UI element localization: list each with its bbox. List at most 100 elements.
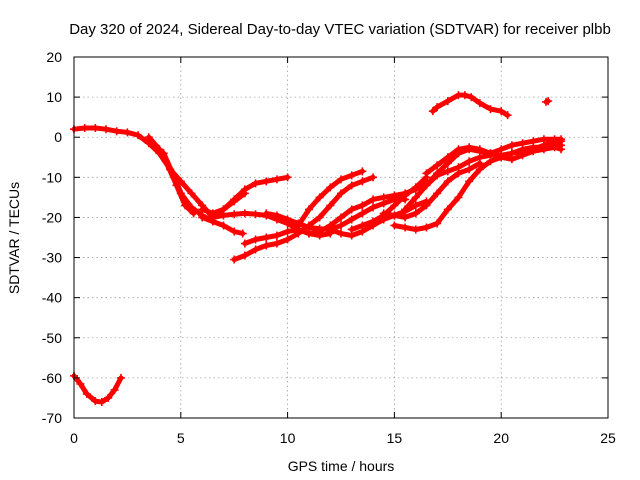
data-point [433, 219, 442, 228]
data-point [178, 193, 187, 202]
data-point [390, 201, 399, 210]
x-axis-label: GPS time / hours [288, 458, 395, 474]
data-point [358, 209, 367, 218]
data-point [454, 163, 463, 172]
data-point [422, 201, 431, 210]
data-point [104, 393, 113, 402]
data-point [80, 123, 89, 132]
data-point [283, 235, 292, 244]
y-tick-label: -40 [42, 290, 62, 306]
data-point [411, 201, 420, 210]
data-point [390, 211, 399, 220]
data-point [503, 111, 512, 120]
data-point [170, 173, 179, 182]
data-point [91, 397, 100, 406]
series-arc-low [70, 371, 125, 406]
y-tick-label: 10 [46, 89, 62, 105]
data-point [369, 173, 378, 182]
data-point [304, 223, 313, 232]
series-arc-k [294, 167, 367, 230]
data-point [251, 210, 260, 219]
data-point [539, 145, 548, 154]
y-tick-label: -60 [42, 370, 62, 386]
data-point [347, 225, 356, 234]
data-point [337, 213, 345, 222]
data-point [144, 133, 153, 142]
data-point [369, 195, 378, 204]
series-layer [70, 91, 566, 406]
data-point [422, 169, 431, 178]
data-point [251, 245, 260, 254]
data-point [475, 165, 484, 174]
data-point [315, 224, 324, 233]
data-point [326, 183, 335, 192]
chart-title: Day 320 of 2024, Sidereal Day-to-day VTE… [69, 21, 611, 38]
data-point [208, 213, 217, 222]
x-tick-label: 25 [600, 430, 616, 446]
data-point [230, 195, 239, 204]
data-point [428, 107, 437, 116]
data-point [379, 199, 388, 208]
data-point [518, 151, 527, 160]
data-point [159, 149, 168, 158]
series-arc-d [198, 213, 247, 238]
data-point [454, 193, 463, 202]
data-point [379, 209, 388, 218]
data-point [544, 97, 553, 106]
data-point [550, 143, 559, 152]
data-point [240, 251, 249, 260]
x-tick-label: 20 [493, 430, 509, 446]
data-point [219, 221, 228, 230]
data-point [151, 141, 160, 150]
series-arc-top [428, 91, 512, 120]
data-point [283, 215, 292, 224]
data-point [123, 128, 132, 137]
data-point [486, 105, 495, 114]
data-point [369, 203, 378, 212]
data-point [337, 221, 345, 230]
data-point [326, 225, 335, 234]
data-point [475, 145, 484, 154]
data-point [272, 175, 281, 184]
data-point [401, 213, 410, 222]
data-point [369, 217, 378, 226]
data-point [465, 143, 474, 152]
ticks: 0 5 10 15 20 25 20 10 0 -10 -20 -30 -40 -50 -60 -70 [42, 49, 616, 446]
data-point [433, 103, 442, 112]
y-axis-label: SDTVAR / TECUs [6, 182, 22, 294]
data-point [240, 239, 249, 248]
series-line [381, 160, 483, 220]
data-point [529, 147, 538, 156]
series-arc-dot [542, 97, 553, 106]
series-arc-main-start [70, 123, 217, 226]
data-point [358, 167, 367, 176]
series-arc-r [422, 143, 566, 178]
data-point [187, 205, 196, 214]
data-point [443, 167, 452, 176]
y-tick-label: -50 [42, 330, 62, 346]
data-point [486, 149, 495, 158]
x-tick-label: 5 [177, 430, 185, 446]
data-point [443, 97, 452, 106]
data-point [219, 211, 228, 220]
y-tick-label: -70 [42, 410, 62, 426]
data-point [112, 127, 121, 136]
data-point [443, 205, 452, 214]
data-point [497, 107, 506, 116]
data-point [539, 135, 548, 144]
data-point [454, 145, 463, 154]
data-point [433, 161, 442, 170]
data-point [475, 99, 484, 108]
data-point [134, 131, 143, 140]
data-point [507, 141, 516, 150]
data-point [507, 155, 516, 164]
series-arc-c [159, 149, 196, 214]
data-point [433, 189, 442, 198]
data-point [465, 157, 474, 166]
data-point [347, 205, 356, 214]
data-point [230, 210, 239, 219]
data-point [315, 193, 324, 202]
data-point [304, 205, 313, 214]
x-tick-label: 15 [387, 430, 403, 446]
x-tick-label: 10 [280, 430, 296, 446]
